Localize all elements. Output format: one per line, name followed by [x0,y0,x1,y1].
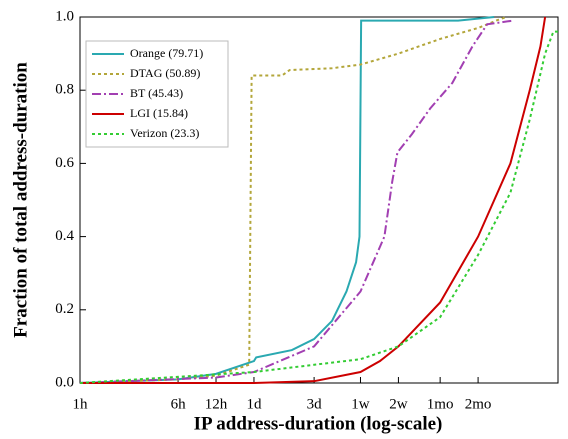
x-tick-label: 1w [351,396,370,412]
legend-label: BT (45.43) [130,86,183,100]
y-tick-label: 0.2 [55,301,74,317]
legend: Orange (79.71) DTAG (50.89) BT (45.43) LGI … [85,40,229,148]
legend-label: DTAG (50.89) [130,66,200,80]
legend-label: Verizon (23.3) [130,126,199,140]
x-tick-label: 12h [205,396,228,412]
plot-frame [79,16,559,384]
data-line [80,16,547,384]
data-line [79,16,495,384]
legend-label: LGI (15.84) [130,106,188,120]
x-tick-label: 3d [307,396,323,412]
x-tick-label: 1h [73,396,89,412]
x-axis-label: IP address-duration (log-scale) [194,413,443,434]
x-tick-label: 1d [246,396,262,412]
y-tick-label: 0.8 [55,82,74,98]
y-tick-label: 0.4 [55,228,74,244]
y-tick-label: 0.0 [55,374,74,390]
x-tick-label: 1mo [427,396,454,412]
legend-label: Orange (79.71) [130,46,203,60]
y-tick-label: 1.0 [55,8,74,24]
data-line [79,19,513,384]
y-tick-label: 0.6 [55,155,74,171]
x-tick-label: 2mo [465,396,492,412]
x-tick-label: 6h [171,396,187,412]
y-axis-label: Fraction of total address-duration [10,62,31,338]
x-tick-label: 2w [389,396,408,412]
data-line [79,30,558,384]
